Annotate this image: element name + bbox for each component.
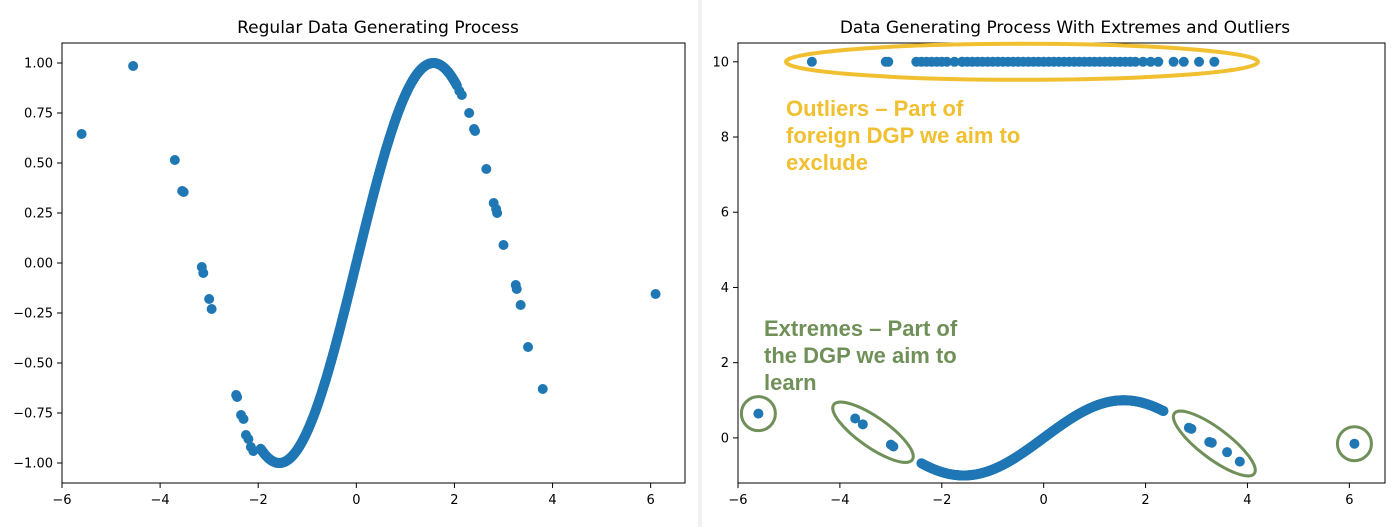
extreme-circle-left xyxy=(739,395,777,433)
x-tick-label: 6 xyxy=(1345,493,1353,508)
data-point xyxy=(243,434,254,444)
outlier-point xyxy=(1178,56,1189,67)
data-point xyxy=(1349,438,1360,449)
axes-frame xyxy=(61,42,686,484)
outlier-point xyxy=(1168,56,1179,67)
data-point xyxy=(537,384,548,394)
data-point xyxy=(198,268,209,278)
data-point xyxy=(857,419,868,430)
data-point xyxy=(498,240,509,250)
y-tick-label: 0.25 xyxy=(24,207,53,222)
outlier-point xyxy=(941,56,952,67)
data-point xyxy=(232,392,243,402)
extreme-ellipse-right xyxy=(1171,409,1257,478)
extremes-outliers-chart: Data Generating Process With Extremes an… xyxy=(712,18,1386,508)
data-point xyxy=(511,284,522,294)
data-point xyxy=(169,155,180,165)
y-tick-label: 4 xyxy=(721,281,729,296)
chart-title: Regular Data Generating Process xyxy=(237,18,519,38)
y-tick-label: 6 xyxy=(721,206,729,221)
data-point xyxy=(515,300,526,310)
y-tick-label: 10 xyxy=(712,55,729,70)
outliers-annotation-line: foreign DGP we aim to xyxy=(786,123,1020,148)
data-point xyxy=(178,187,189,197)
data-point xyxy=(650,289,661,299)
right-chart-panel: Data Generating Process With Extremes an… xyxy=(702,0,1400,527)
data-point xyxy=(206,304,217,314)
x-tick-label: −2 xyxy=(932,493,951,508)
y-tick-label: 0.50 xyxy=(24,157,53,172)
x-tick-label: 2 xyxy=(450,493,458,508)
x-tick-label: −6 xyxy=(728,493,747,508)
x-tick-label: 6 xyxy=(647,493,655,508)
outlier-point xyxy=(1130,56,1141,67)
extreme-circle-right xyxy=(1335,425,1373,463)
x-tick-label: −2 xyxy=(249,493,268,508)
panel-divider xyxy=(698,0,702,527)
y-tick-label: −0.25 xyxy=(13,307,53,322)
data-point xyxy=(523,342,534,352)
x-tick-label: −4 xyxy=(151,493,170,508)
extreme-ellipse-left xyxy=(831,400,915,464)
data-point xyxy=(1158,405,1169,416)
data-point xyxy=(1222,447,1233,458)
y-tick-label: −0.75 xyxy=(13,407,53,422)
y-tick-label: −1.00 xyxy=(13,457,53,472)
data-point xyxy=(470,126,481,136)
extremes-annotation-line: learn xyxy=(764,370,817,395)
x-tick-label: 4 xyxy=(548,493,556,508)
x-tick-label: 0 xyxy=(352,493,360,508)
outlier-point xyxy=(1194,56,1205,67)
left-chart-panel: Regular Data Generating Process −6 −4 −2 0 2… xyxy=(0,0,698,527)
x-tick-label: 4 xyxy=(1243,493,1251,508)
plot-area: −6 −4 −2 0 2 4 6 0 2 4 6 8 10 Outliers – Part offorei… xyxy=(712,41,1386,508)
data-point xyxy=(248,446,259,456)
y-tick-label: 0 xyxy=(721,431,729,446)
outlier-point xyxy=(883,56,894,67)
outliers-ellipse xyxy=(784,41,1260,82)
data-point xyxy=(1186,423,1197,434)
outlier-point xyxy=(806,56,817,67)
x-tick-label: −6 xyxy=(52,493,71,508)
data-point xyxy=(850,413,861,424)
y-tick-label: −0.50 xyxy=(13,357,53,372)
data-point xyxy=(492,208,503,218)
outlier-point xyxy=(1209,56,1220,67)
data-point xyxy=(1206,437,1217,448)
outliers-annotation-line: Outliers – Part of xyxy=(786,96,964,121)
data-point xyxy=(204,294,215,304)
x-tick-label: 0 xyxy=(1040,493,1048,508)
outliers-annotation-line: exclude xyxy=(786,150,868,175)
y-tick-label: 0.00 xyxy=(24,257,53,272)
outlier-point xyxy=(1153,56,1164,67)
outlier-point xyxy=(1138,56,1149,67)
y-tick-label: 1.00 xyxy=(24,57,53,72)
x-tick-label: −4 xyxy=(830,493,849,508)
outlier-point xyxy=(1145,56,1156,67)
data-point xyxy=(128,61,139,71)
y-tick-label: 2 xyxy=(721,356,729,371)
data-point xyxy=(1234,456,1245,467)
plot-area: −6 −4 −2 0 2 4 6 −1.00 −0.75 −0.50 −0.25 0.00 0.25 0.… xyxy=(13,42,686,508)
y-tick-label: 0.75 xyxy=(24,107,53,122)
data-point xyxy=(888,441,899,452)
data-point xyxy=(238,414,249,424)
chart-title: Data Generating Process With Extremes an… xyxy=(840,18,1290,38)
data-point xyxy=(456,90,467,100)
y-tick-label: 8 xyxy=(721,131,729,146)
outlier-point xyxy=(949,56,960,67)
extremes-annotation-line: Extremes – Part of xyxy=(764,316,958,341)
regular-dgp-chart: Regular Data Generating Process −6 −4 −2 0 2… xyxy=(13,18,686,508)
data-point xyxy=(753,408,764,419)
data-point xyxy=(481,164,492,174)
data-point xyxy=(76,129,87,139)
extremes-annotation-line: the DGP we aim to xyxy=(764,343,957,368)
data-point xyxy=(464,108,475,118)
x-tick-label: 2 xyxy=(1141,493,1149,508)
